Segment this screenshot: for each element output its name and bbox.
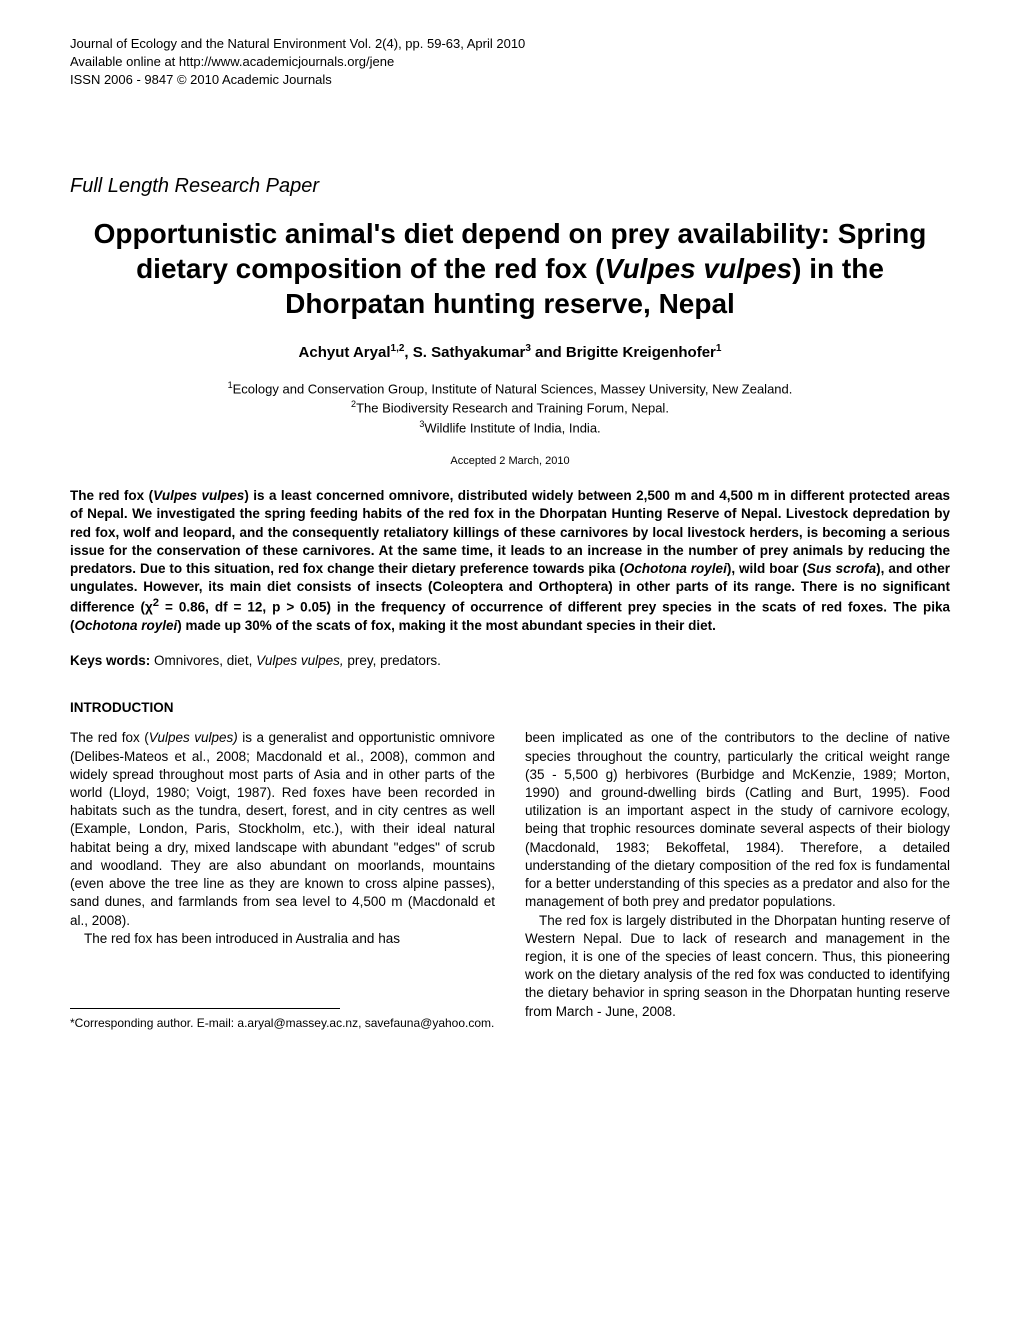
journal-line: Journal of Ecology and the Natural Envir… [70,35,950,53]
affiliations: 1Ecology and Conservation Group, Institu… [70,379,950,438]
title-italic1: Vulpes vulpes [604,253,792,284]
url-line: Available online at http://www.academicj… [70,53,950,71]
column-left: The red fox (Vulpes vulpes) is a general… [70,729,495,1031]
paper-type: Full Length Research Paper [70,175,950,198]
affiliation-1: 1Ecology and Conservation Group, Institu… [70,379,950,399]
author1: Achyut Aryal [299,344,391,361]
keywords: Keys words: Omnivores, diet, Vulpes vulp… [70,653,950,668]
authors: Achyut Aryal1,2, S. Sathyakumar3 and Bri… [70,343,950,361]
col1-para1: The red fox (Vulpes vulpes) is a general… [70,729,495,929]
section-heading-introduction: INTRODUCTION [70,700,950,715]
col2-para1: been implicated as one of the contributo… [525,729,950,911]
accepted-date: Accepted 2 March, 2010 [70,455,950,467]
abstract: The red fox (Vulpes vulpes) is a least c… [70,487,950,635]
author3-sup: 1 [716,343,722,354]
author3: and Brigitte Kreigenhofer [531,344,716,361]
corresponding-author-footnote: *Corresponding author. E-mail: a.aryal@m… [70,1015,495,1031]
body-columns: The red fox (Vulpes vulpes) is a general… [70,729,950,1031]
paper-title: Opportunistic animal's diet depend on pr… [70,216,950,321]
column-right: been implicated as one of the contributo… [525,729,950,1031]
keywords-label: Keys words: [70,653,150,668]
affiliation-2: 2The Biodiversity Research and Training … [70,398,950,418]
affiliation-3: 3Wildlife Institute of India, India. [70,418,950,438]
author1-sup: 1,2 [391,343,405,354]
author2: , S. Sathyakumar [404,344,525,361]
col1-para2: The red fox has been introduced in Austr… [70,930,495,948]
journal-header: Journal of Ecology and the Natural Envir… [70,35,950,90]
issn-line: ISSN 2006 - 9847 © 2010 Academic Journal… [70,71,950,89]
col2-para2: The red fox is largely distributed in th… [525,912,950,1021]
footnote-divider [70,1008,340,1009]
